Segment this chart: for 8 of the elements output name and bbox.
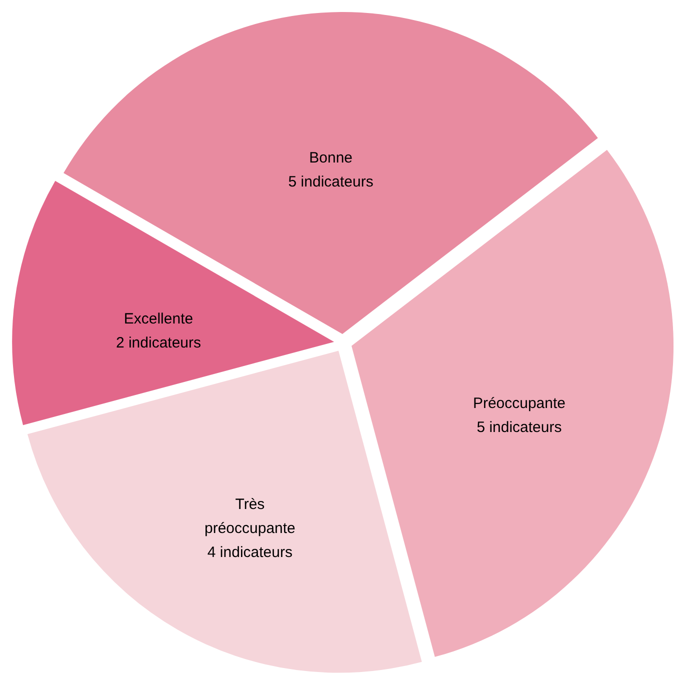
slice-label: Bonne: [309, 149, 353, 166]
slice-label: Excellente: [124, 310, 194, 328]
data-label: 5 indicateurs: [476, 418, 562, 436]
slice-label: Très préoccupante: [204, 496, 296, 538]
data-label: 4 indicateurs: [207, 544, 292, 562]
slice-label: Préoccupante: [472, 394, 566, 412]
data-label: 2 indicateurs: [116, 334, 202, 352]
data-label: 5 indicateurs: [288, 173, 374, 190]
